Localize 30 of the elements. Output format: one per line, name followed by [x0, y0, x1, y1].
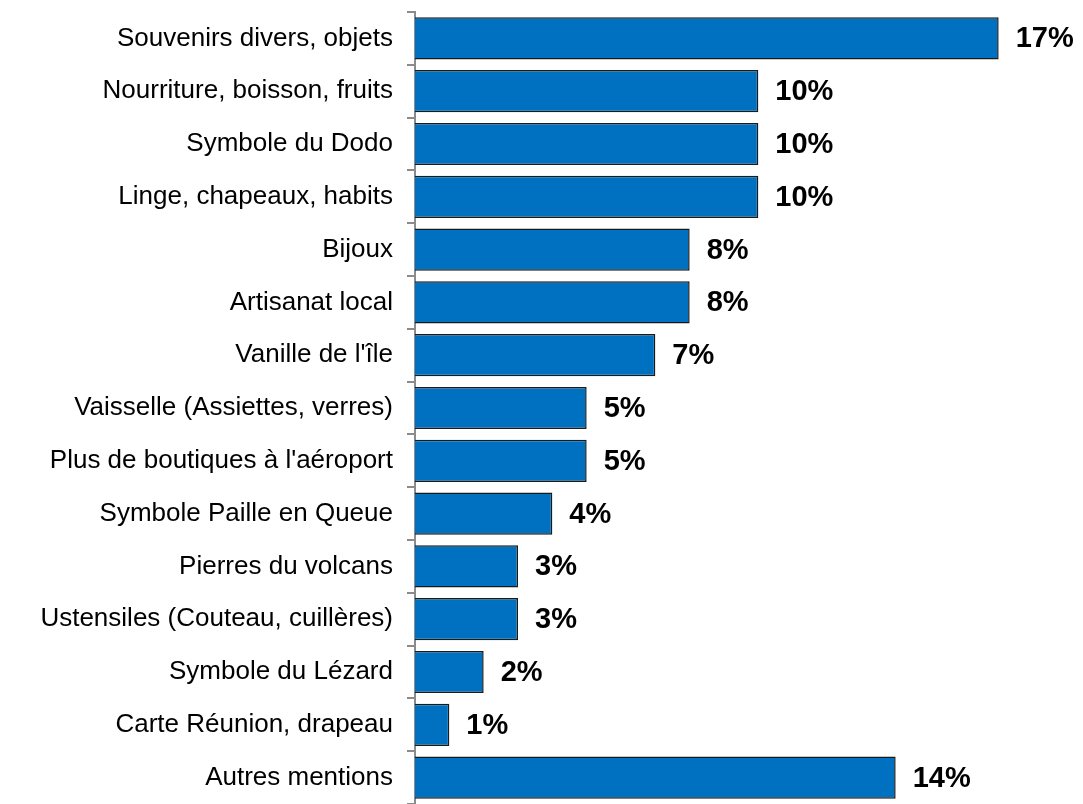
y-tick-label: Pierres du volcans [179, 549, 393, 580]
data-label: 7% [672, 338, 715, 371]
y-tick-label: Nourriture, boisson, fruits [102, 74, 393, 105]
y-tick-label: Bijoux [322, 232, 393, 263]
data-label: 14% [912, 760, 971, 793]
y-tick-label: Carte Réunion, drapeau [115, 707, 393, 738]
y-tick-label: Symbole du Dodo [186, 127, 393, 158]
data-label: 8% [706, 285, 749, 318]
y-tick-label: Ustensiles (Couteau, cuillères) [40, 602, 393, 633]
data-label: 10% [775, 127, 834, 159]
y-tick-label: Symbole Paille en Queue [99, 496, 393, 527]
data-label: 1% [466, 707, 509, 740]
data-label: 17% [1015, 21, 1074, 54]
data-label: 4% [569, 496, 612, 529]
data-label: 10% [775, 179, 834, 212]
y-tick-label: Symbole du Lézard [168, 655, 393, 686]
data-label: 5% [603, 391, 646, 423]
data-label: 2% [500, 655, 543, 687]
y-tick-label: Souvenirs divers, objets [116, 21, 393, 52]
y-tick-label: Autres mentions [205, 760, 393, 791]
data-label: 8% [706, 232, 749, 265]
data-label: 3% [535, 549, 578, 582]
y-tick-label: Linge, chapeaux, habits [118, 179, 393, 210]
data-label: 10% [775, 74, 834, 107]
data-label: 5% [603, 443, 646, 476]
y-tick-label: Vaisselle (Assiettes, verres) [74, 391, 393, 422]
y-tick-label: Artisanat local [229, 285, 393, 316]
y-tick-label: Plus de boutiques à l'aéroport [49, 443, 394, 474]
y-tick-label: Vanille de l'île [235, 338, 393, 369]
data-label: 3% [535, 602, 578, 635]
